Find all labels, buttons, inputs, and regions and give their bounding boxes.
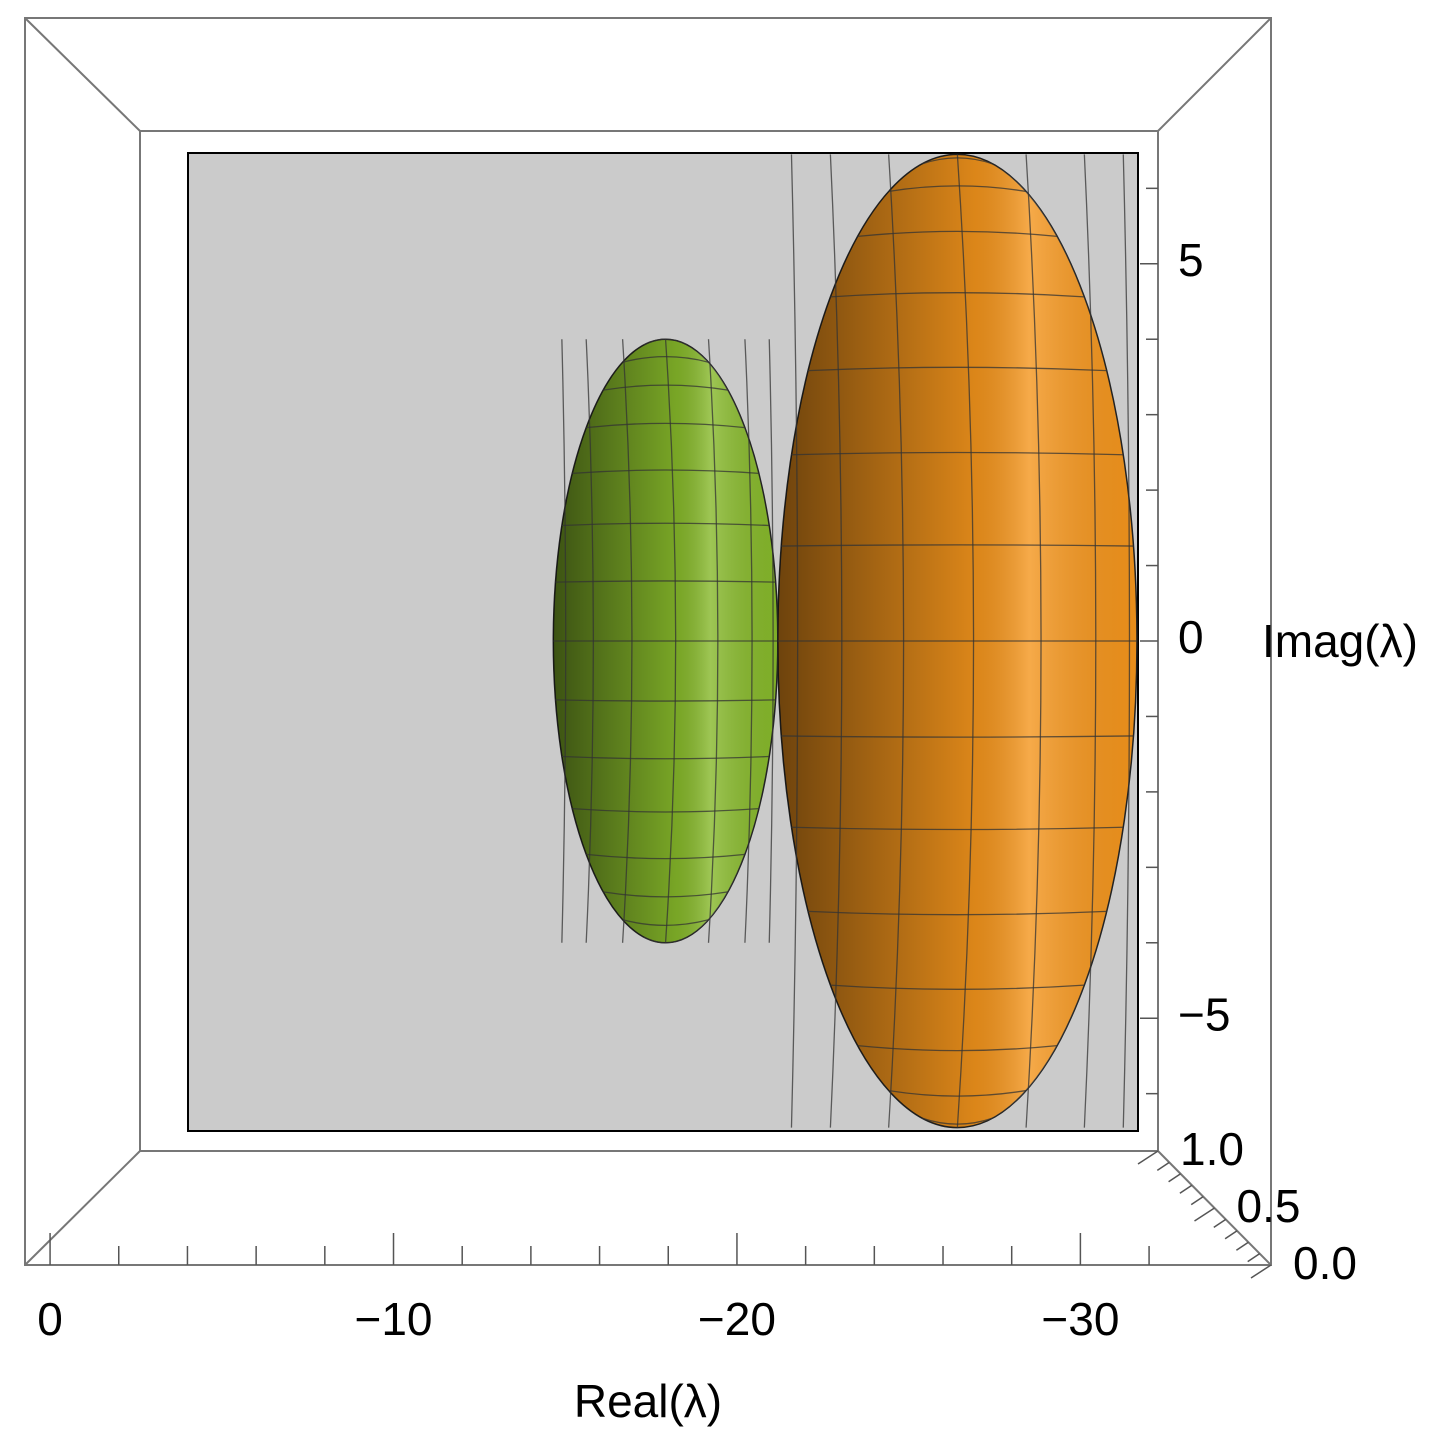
mesh-line [888, 1089, 1027, 1097]
z-minor-tick [1168, 1173, 1182, 1183]
z-minor-tick [1224, 1230, 1238, 1240]
mesh-line [791, 826, 1124, 831]
box-edge [24, 17, 141, 132]
mesh-line [643, 936, 688, 944]
z-tick [1137, 1150, 1159, 1165]
y-tick-label: 0 [1178, 611, 1204, 663]
mesh-line [922, 1117, 993, 1125]
mesh-line [781, 735, 1134, 738]
x-tick-label: 0 [37, 1293, 63, 1345]
z-minor-tick [1213, 1218, 1227, 1229]
mesh-line [808, 910, 1107, 916]
mesh-line [561, 755, 770, 760]
mesh-line [830, 292, 1085, 298]
mesh-line [572, 469, 759, 474]
box-edge [1157, 17, 1272, 132]
z-minor-tick [1235, 1241, 1249, 1251]
mesh-line [857, 1044, 1058, 1052]
mesh-line [643, 338, 688, 346]
mesh-line [572, 808, 759, 813]
box-edge [24, 1150, 141, 1266]
mesh-line [808, 366, 1107, 372]
z-minor-tick [1247, 1252, 1261, 1263]
mesh-line [781, 544, 1134, 547]
box-front [24, 17, 1272, 1266]
z-minor-tick [1190, 1195, 1204, 1206]
ellipsoid [777, 153, 1138, 1129]
mesh-line [791, 451, 1124, 456]
mesh-line [561, 522, 770, 527]
mesh-line [555, 580, 776, 583]
x-axis-label: Real(λ) [574, 1375, 722, 1427]
mesh-line [603, 384, 729, 391]
mesh-line [586, 853, 745, 860]
z-tick-label: 0.5 [1237, 1180, 1301, 1232]
x-tick-label: −30 [1041, 1293, 1119, 1345]
mesh-line [922, 157, 993, 165]
z-minor-tick [1156, 1161, 1170, 1172]
x-tick-label: −10 [354, 1293, 432, 1345]
z-tick-label: 0.0 [1293, 1237, 1357, 1289]
y-tick-label: −5 [1178, 988, 1230, 1040]
y-tick-label: 5 [1178, 234, 1204, 286]
mesh-line [622, 356, 709, 363]
x-tick-label: −20 [698, 1293, 776, 1345]
mesh-line [888, 185, 1027, 193]
mesh-line [603, 891, 729, 898]
mesh-line [857, 230, 1058, 238]
z-tick [1194, 1207, 1215, 1222]
surfaces [552, 153, 1138, 1129]
z-tick [1250, 1264, 1272, 1279]
z-tick-label: 1.0 [1180, 1123, 1244, 1175]
mesh-line [830, 984, 1085, 990]
mesh-line [622, 919, 709, 926]
ellipsoid [552, 338, 779, 944]
mesh-line [586, 422, 745, 429]
z-minor-tick [1179, 1184, 1193, 1194]
mesh-line [555, 699, 776, 702]
y-axis-label: Imag(λ) [1262, 615, 1418, 667]
